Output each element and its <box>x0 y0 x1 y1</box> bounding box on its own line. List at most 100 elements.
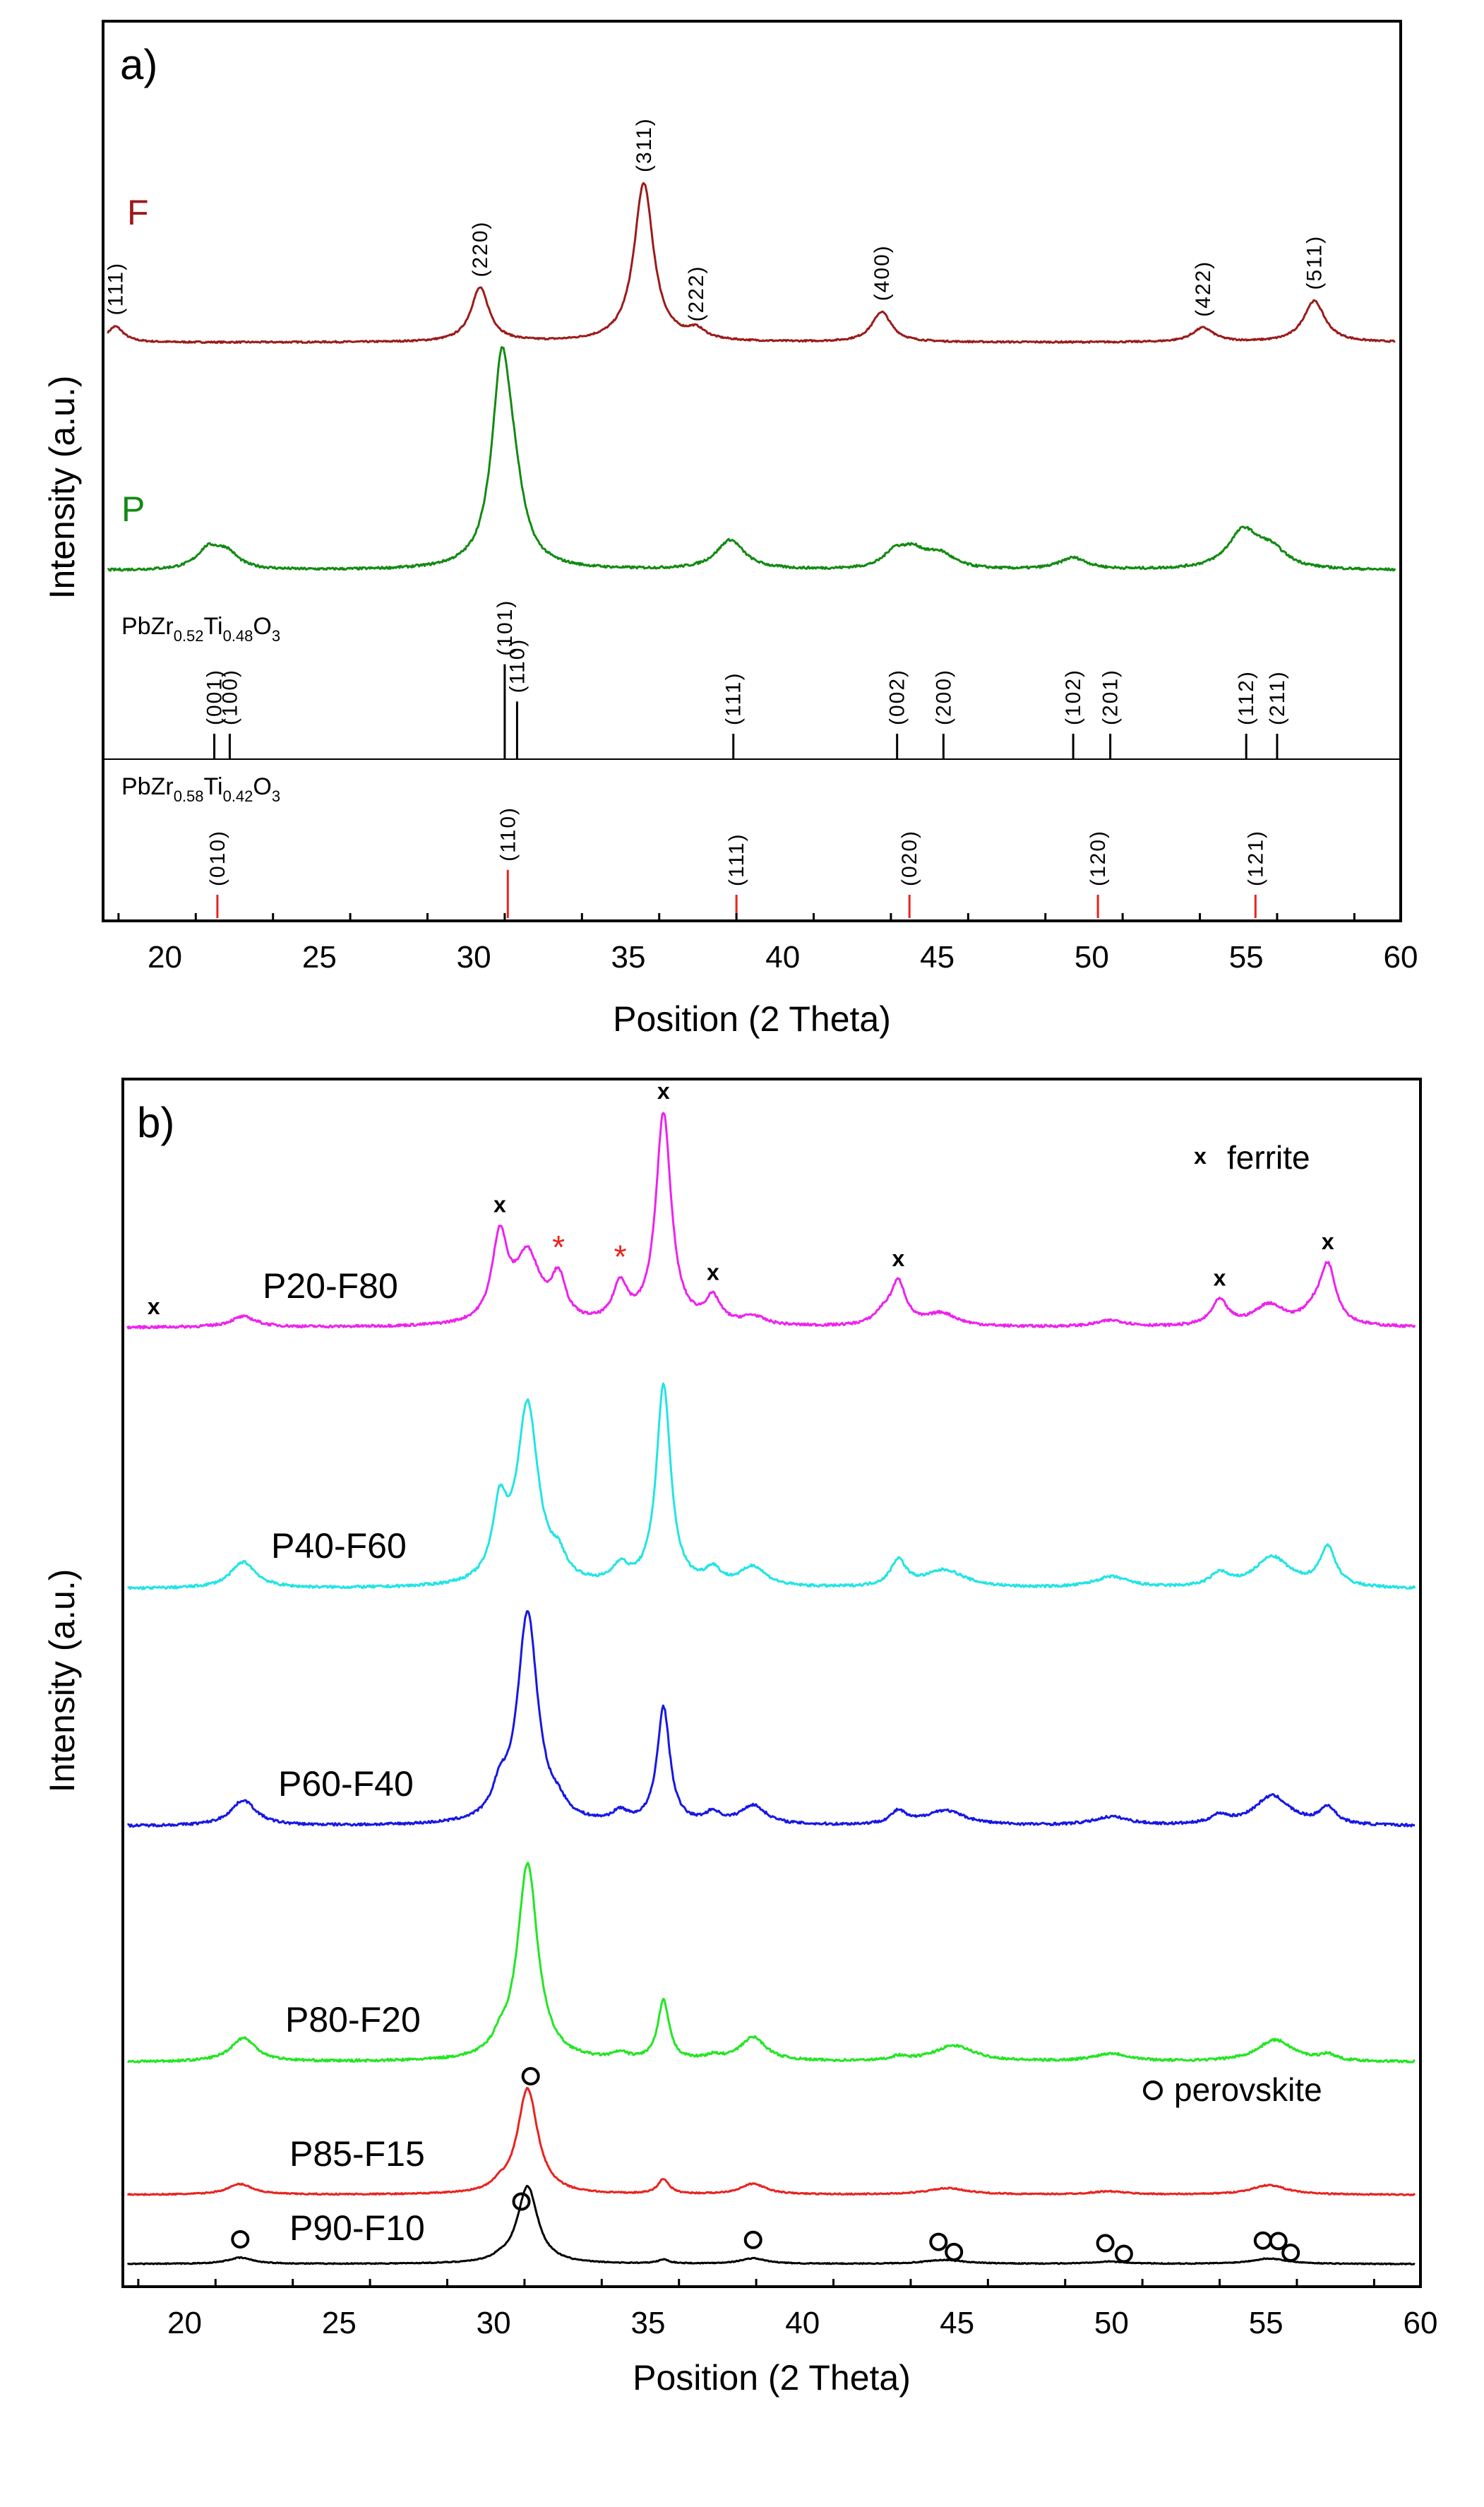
panel-a-tick-label: 25 <box>302 940 337 975</box>
panel-b-series-labels: P20-F80 P40-F60 P60-F40 P80-F20 P85-F15 P90-F… <box>263 1266 425 2248</box>
panel-b-tick-label: 60 <box>1404 2306 1438 2340</box>
ferrite-marker: x <box>493 1192 506 1217</box>
perovskite-marker <box>929 2232 948 2251</box>
panel-b: P20-F80 P40-F60 P60-F40 P80-F20 P85-F15 P90-F… <box>42 1078 1437 2398</box>
reference-2-o: O <box>253 773 271 800</box>
series-P85-F15-curve <box>126 2087 1416 2196</box>
panel-a-plot-frame <box>102 20 1402 922</box>
reference-1-hkl-label: (211) <box>1266 670 1289 725</box>
panel-a-y-axis-title: Intensity (a.u.) <box>42 376 82 600</box>
perovskite-marker <box>945 2242 964 2261</box>
series-P40-F60-curve <box>127 1382 1416 1590</box>
reference-1-hkl-label: (110) <box>505 638 529 693</box>
perovskite-marker <box>1253 2231 1272 2250</box>
perovskite-marker <box>512 2192 531 2211</box>
panel-b-tick-label: 30 <box>477 2306 511 2340</box>
perovskite-marker <box>231 2229 250 2249</box>
panel-a-label: a) <box>120 41 157 88</box>
panel-a-reference-lines <box>213 664 1279 918</box>
reference-1-sub-1: 0.52 <box>174 627 204 645</box>
perovskite-marker <box>1269 2232 1288 2251</box>
reference-1-main: PbZr <box>121 613 174 640</box>
panel-a-tick-label: 45 <box>920 940 955 975</box>
reference-1-ti: Ti <box>204 613 223 640</box>
reference-1-hkl-label: (001) <box>203 669 227 725</box>
panel-a-tick-label: 60 <box>1384 940 1418 975</box>
series-P60-F40-curve <box>127 1610 1416 1828</box>
reference-2-sub-2: 0.42 <box>223 787 253 805</box>
panel-a-x-axis-title: Position (2 Theta) <box>613 999 891 1039</box>
F-peak-hkl-label: (422) <box>1192 261 1215 317</box>
legend-perovskite-label: perovskite <box>1174 2071 1322 2108</box>
series-label-P80-F20: P80-F20 <box>285 2000 421 2039</box>
series-label-P20-F80: P20-F80 <box>263 1266 398 1306</box>
ferrite-marker: x <box>1214 1266 1226 1291</box>
panel-b-label: b) <box>137 1099 174 1146</box>
panel-b-tick-label: 25 <box>322 2306 357 2340</box>
F-peak-hkl-label: (400) <box>870 244 894 301</box>
perovskite-marker <box>1114 2244 1133 2263</box>
reference-2-hkl-label: (121) <box>1244 830 1267 886</box>
series-P-curve <box>107 346 1396 572</box>
F-peak-hkl-label: (111) <box>104 262 128 316</box>
perovskite-marker <box>1096 2234 1115 2253</box>
ferrite-marker: x <box>657 1078 670 1104</box>
perovskite-marker <box>743 2230 762 2249</box>
panel-b-curves <box>126 1112 1416 2265</box>
reference-2-hkl-label: (111) <box>725 833 748 886</box>
panel-b-tick-label: 40 <box>785 2306 820 2340</box>
panel-b-tick-label: 50 <box>1094 2306 1129 2340</box>
impurity-star-marker: * <box>614 1239 627 1275</box>
series-label-P: P <box>121 489 145 529</box>
impurity-star-marker: * <box>552 1229 565 1266</box>
reference-1-hkl-label: (201) <box>1099 669 1123 725</box>
panel-b-tick-label: 55 <box>1249 2306 1283 2340</box>
perovskite-marker <box>1281 2244 1300 2263</box>
legend-perovskite-icon <box>1143 2080 1163 2100</box>
panel-a-tick-label: 35 <box>611 940 645 975</box>
F-peak-hkl-label: (511) <box>1303 235 1326 290</box>
legend-ferrite-icon: x <box>1194 1143 1207 1169</box>
panel-a-tick-label: 55 <box>1229 940 1264 975</box>
panel-a-tick-label: 30 <box>457 940 491 975</box>
reference-2-main: PbZr <box>121 773 174 800</box>
panel-a: (111) (220) (311) (222) (400) (422) (511) (001)… <box>42 20 1418 1039</box>
reference-2-sub-3: 3 <box>272 787 280 805</box>
ferrite-marker: x <box>1322 1229 1334 1254</box>
reference-1-hkl-label: (112) <box>1235 670 1258 725</box>
panel-a-tick-label: 50 <box>1075 940 1109 975</box>
panel-a-curves <box>107 181 1396 572</box>
ferrite-marker: x <box>707 1260 719 1285</box>
series-P90-F10-curve <box>126 2184 1416 2265</box>
series-P20-F80-curve <box>126 1112 1416 1330</box>
panel-b-plot-frame <box>121 1078 1422 2288</box>
reference-1-hkl-label: (102) <box>1062 669 1085 725</box>
panel-a-hkl-labels: (111) (220) (311) (222) (400) (422) (511) (001)… <box>104 117 1327 886</box>
panel-b-y-axis-title: Intensity (a.u.) <box>42 1569 82 1793</box>
series-label-P40-F60: P40-F60 <box>271 1526 407 1566</box>
ferrite-marker: x <box>148 1294 160 1319</box>
panel-a-tick-label: 20 <box>148 940 182 975</box>
series-label-P85-F15: P85-F15 <box>289 2134 425 2174</box>
reference-label-2: PbZr0.58Ti0.42O3 <box>121 773 280 805</box>
reference-1-sub-2: 0.48 <box>223 627 253 645</box>
F-peak-hkl-label: (311) <box>633 117 656 172</box>
ferrite-marker: x <box>892 1246 905 1271</box>
reference-1-o: O <box>253 613 271 640</box>
reference-1-hkl-label: (200) <box>932 669 955 725</box>
series-label-P60-F40: P60-F40 <box>278 1764 414 1804</box>
F-peak-hkl-label: (220) <box>469 220 492 277</box>
panel-b-tick-label: 35 <box>630 2306 665 2340</box>
series-label-P90-F10: P90-F10 <box>289 2208 425 2248</box>
series-label-F: F <box>127 193 149 232</box>
reference-1-sub-3: 3 <box>272 627 280 645</box>
reference-label-1: PbZr0.52Ti0.48O3 <box>121 613 280 645</box>
reference-2-hkl-label: (110) <box>496 806 520 862</box>
panel-b-tick-label: 20 <box>167 2306 202 2340</box>
reference-1-hkl-label: (100) <box>218 669 241 725</box>
panel-b-phase-markers: x x x x x x x * * <box>148 1078 1334 2263</box>
reference-2-ti: Ti <box>204 773 223 800</box>
series-F-curve <box>107 181 1396 345</box>
perovskite-marker <box>521 2067 540 2086</box>
